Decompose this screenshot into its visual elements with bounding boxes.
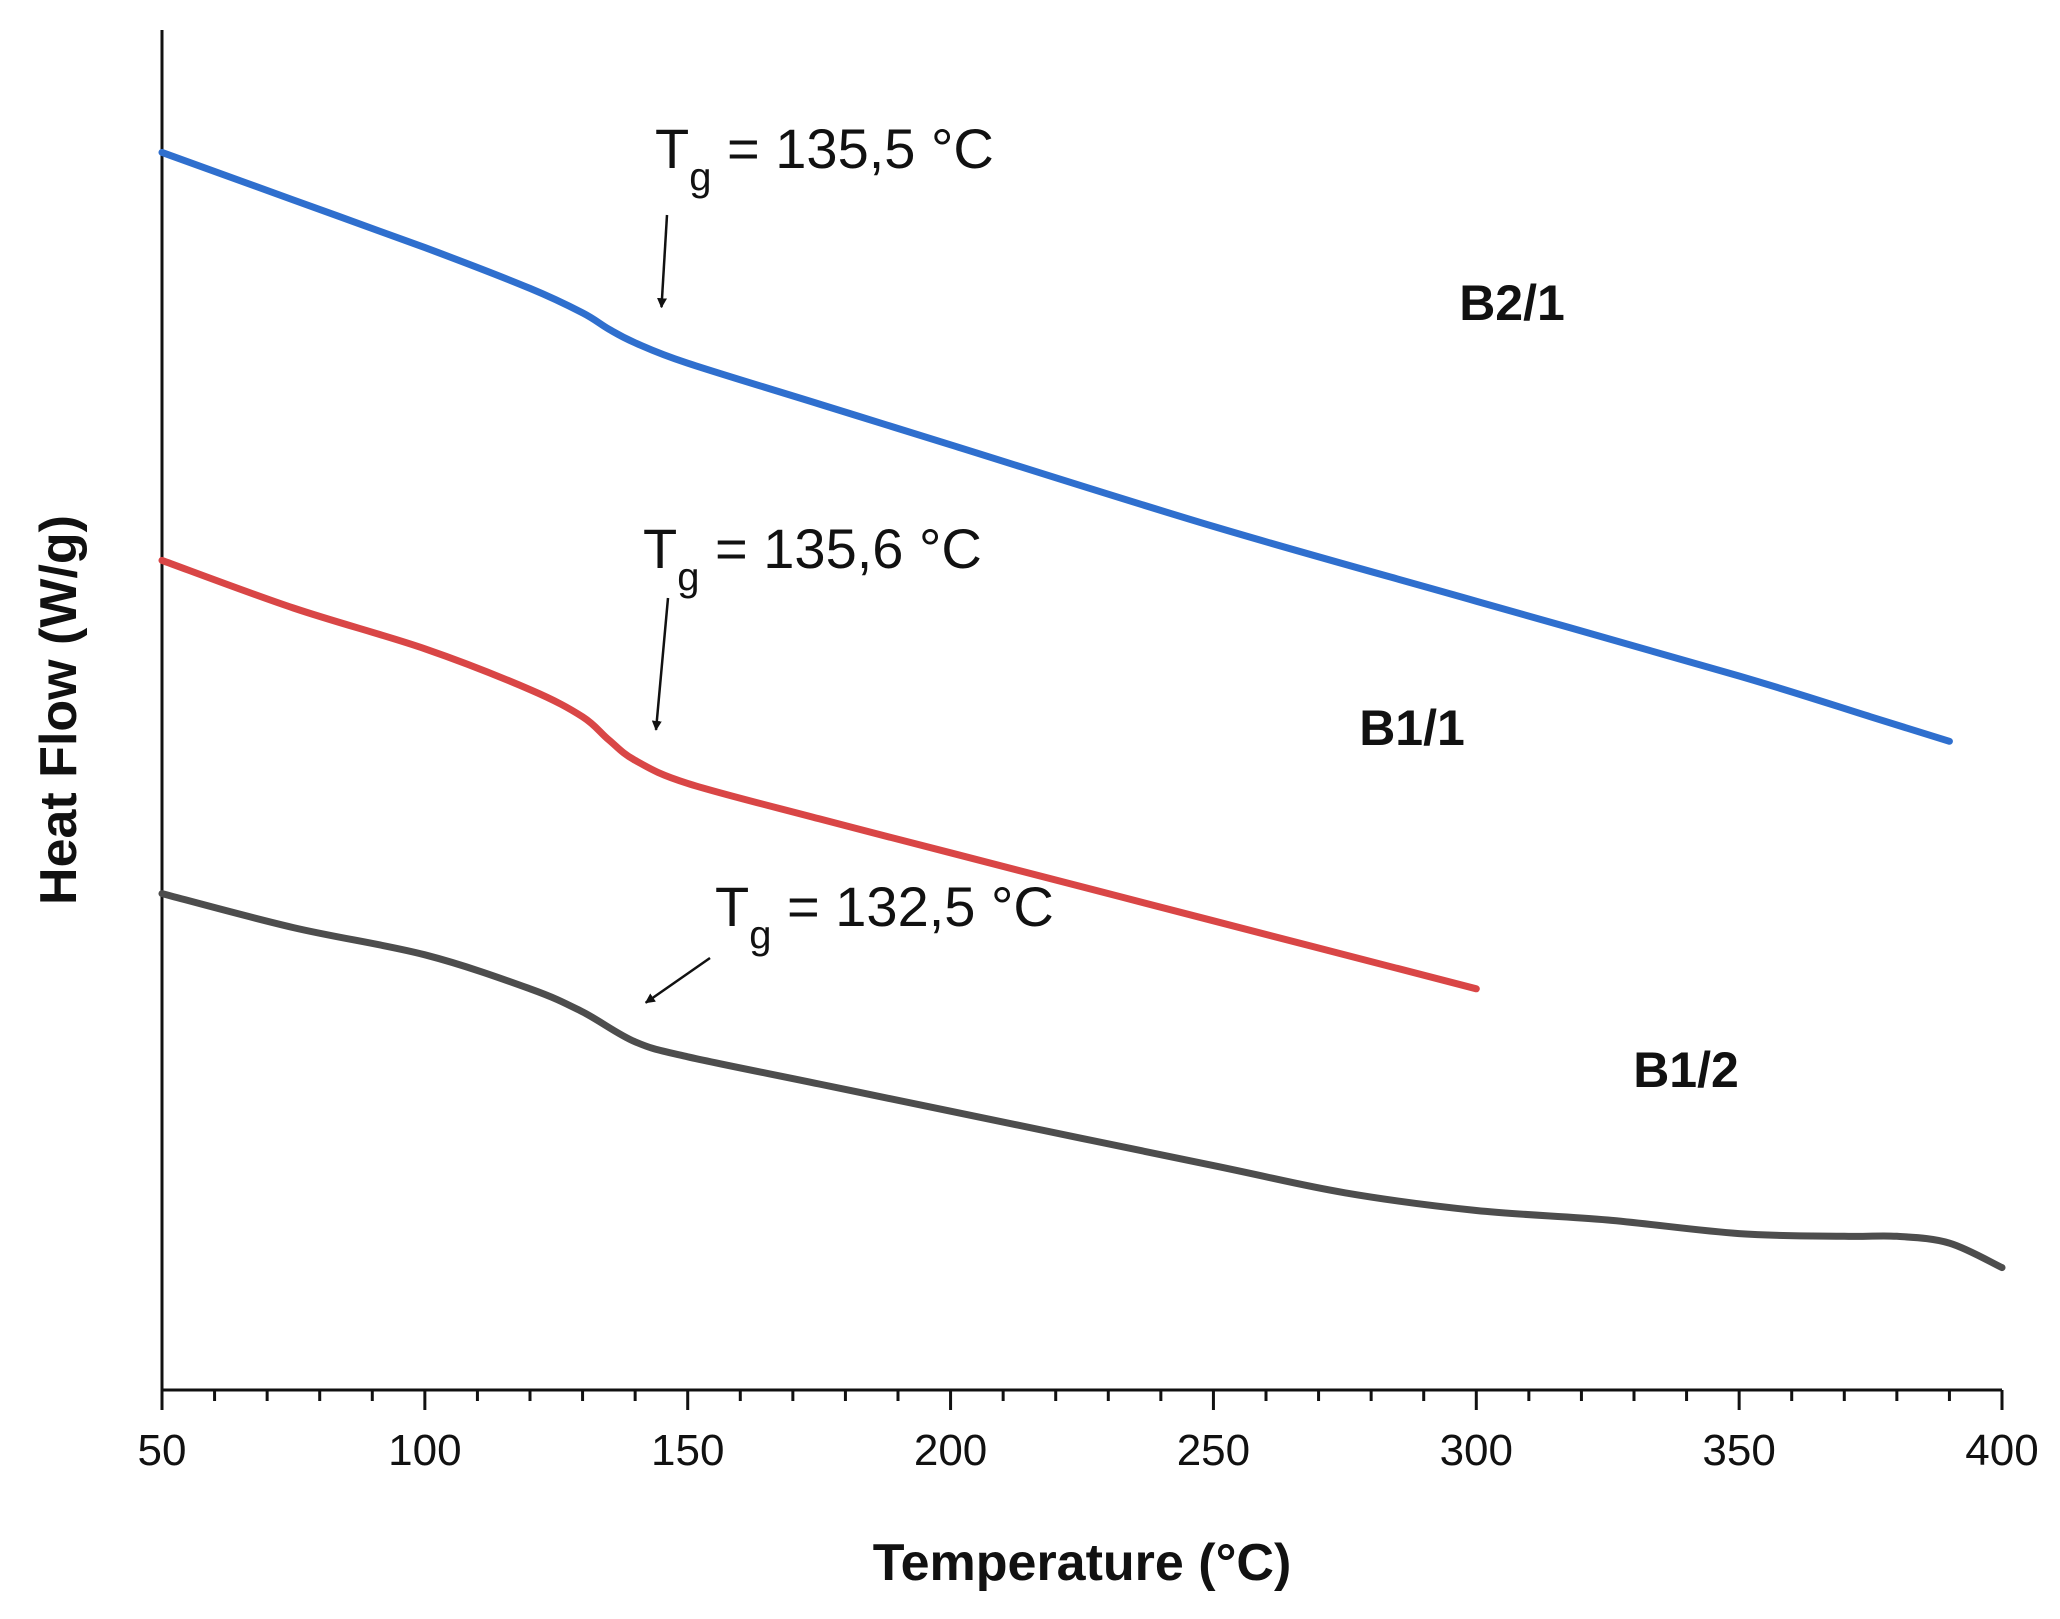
x-ticks [160, 1390, 2004, 1410]
x-tick-label: 150 [651, 1426, 724, 1475]
series-line-b1-2 [158, 890, 2006, 1272]
tg-arrow [644, 956, 711, 1004]
tg-annotation: Tg = 135,6 °C [643, 517, 982, 599]
x-tick-label: 50 [138, 1426, 187, 1475]
y-axis-title: Heat Flow (W/g) [30, 515, 88, 905]
tg-arrow [651, 597, 670, 731]
tg-annotation: Tg = 135,5 °C [655, 117, 994, 199]
series-label-layer: B2/1 B1/1 B1/2 [1359, 275, 1739, 1098]
annotation-layer: Tg = 135,5 °C Tg = 135,6 °C Tg = 132,5 °C [643, 117, 1054, 1004]
series-label: B2/1 [1459, 275, 1565, 331]
x-tick-label: 350 [1702, 1426, 1775, 1475]
x-tick-label: 100 [388, 1426, 461, 1475]
series-line-b1-1 [158, 556, 1480, 993]
axes [160, 30, 2002, 1392]
series-label: B1/1 [1359, 700, 1465, 756]
series-label: B1/2 [1633, 1042, 1739, 1098]
series-layer [158, 148, 2006, 1272]
x-tick-label: 200 [914, 1426, 987, 1475]
tg-annotation: Tg = 132,5 °C [715, 875, 1054, 957]
x-tick-label: 250 [1177, 1426, 1250, 1475]
x-tick-label: 300 [1440, 1426, 1513, 1475]
x-tick-labels: 50 100 150 200 250 300 350 400 [138, 1426, 2039, 1475]
tg-arrow [657, 214, 669, 309]
series-line-b2-1 [158, 148, 1953, 745]
x-tick-label: 400 [1965, 1426, 2038, 1475]
x-axis-title: Temperature (°C) [873, 1534, 1292, 1592]
